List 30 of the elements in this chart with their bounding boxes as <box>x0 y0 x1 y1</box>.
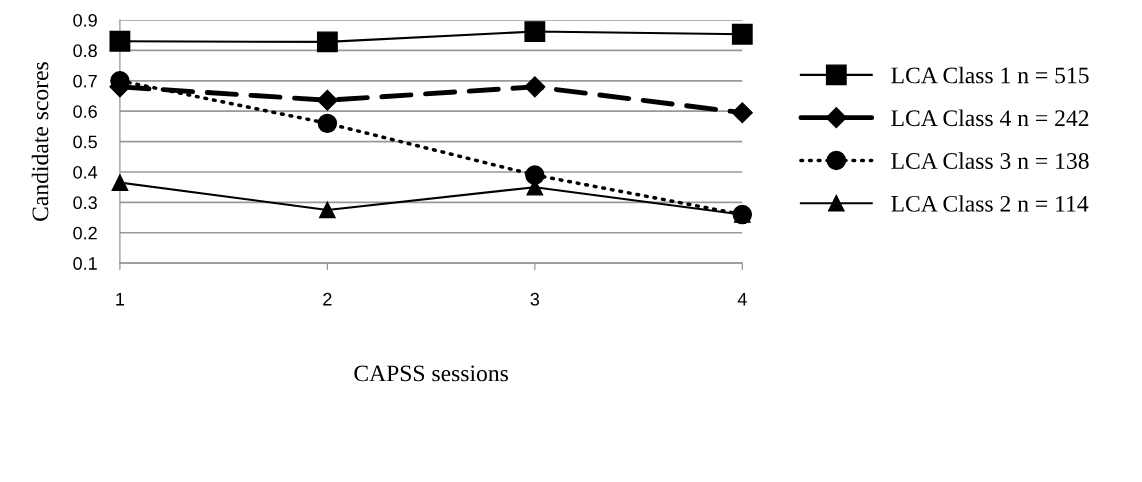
x-tick-label: 2 <box>323 292 332 306</box>
legend-label: LCA Class 3 n = 138 <box>891 152 1089 169</box>
point <box>111 174 129 191</box>
point <box>524 76 546 98</box>
point <box>316 89 338 111</box>
y-tick-label: 0.5 <box>73 135 97 149</box>
point <box>316 31 338 53</box>
y-axis-title: Candidate scores <box>31 62 49 221</box>
y-tick-label: 0.8 <box>73 44 97 58</box>
y-tick-label: 0.7 <box>73 74 97 88</box>
point <box>731 102 753 124</box>
y-tick-label: 0.3 <box>73 196 97 210</box>
legend-label: LCA Class 2 n = 114 <box>891 195 1089 212</box>
y-tick-label: 0.1 <box>73 257 97 270</box>
point <box>525 165 545 185</box>
point <box>109 30 131 52</box>
point <box>731 23 753 45</box>
y-tick-label: 0.6 <box>73 105 97 118</box>
x-tick-label: 1 <box>116 293 125 306</box>
y-tick-label: 0.4 <box>73 165 98 179</box>
x-tick-label: 3 <box>530 292 540 306</box>
y-tick-label: 0.2 <box>73 226 97 240</box>
legend-label: LCA Class 1 n = 515 <box>891 66 1089 84</box>
point <box>524 21 546 42</box>
y-tick-label: 0.9 <box>73 13 97 27</box>
x-axis-title: CAPSS sessions <box>354 365 508 382</box>
legend-label: LCA Class 4 n = 242 <box>891 109 1089 127</box>
point <box>317 113 338 134</box>
point <box>319 201 336 219</box>
x-tick-label: 4 <box>737 293 747 306</box>
